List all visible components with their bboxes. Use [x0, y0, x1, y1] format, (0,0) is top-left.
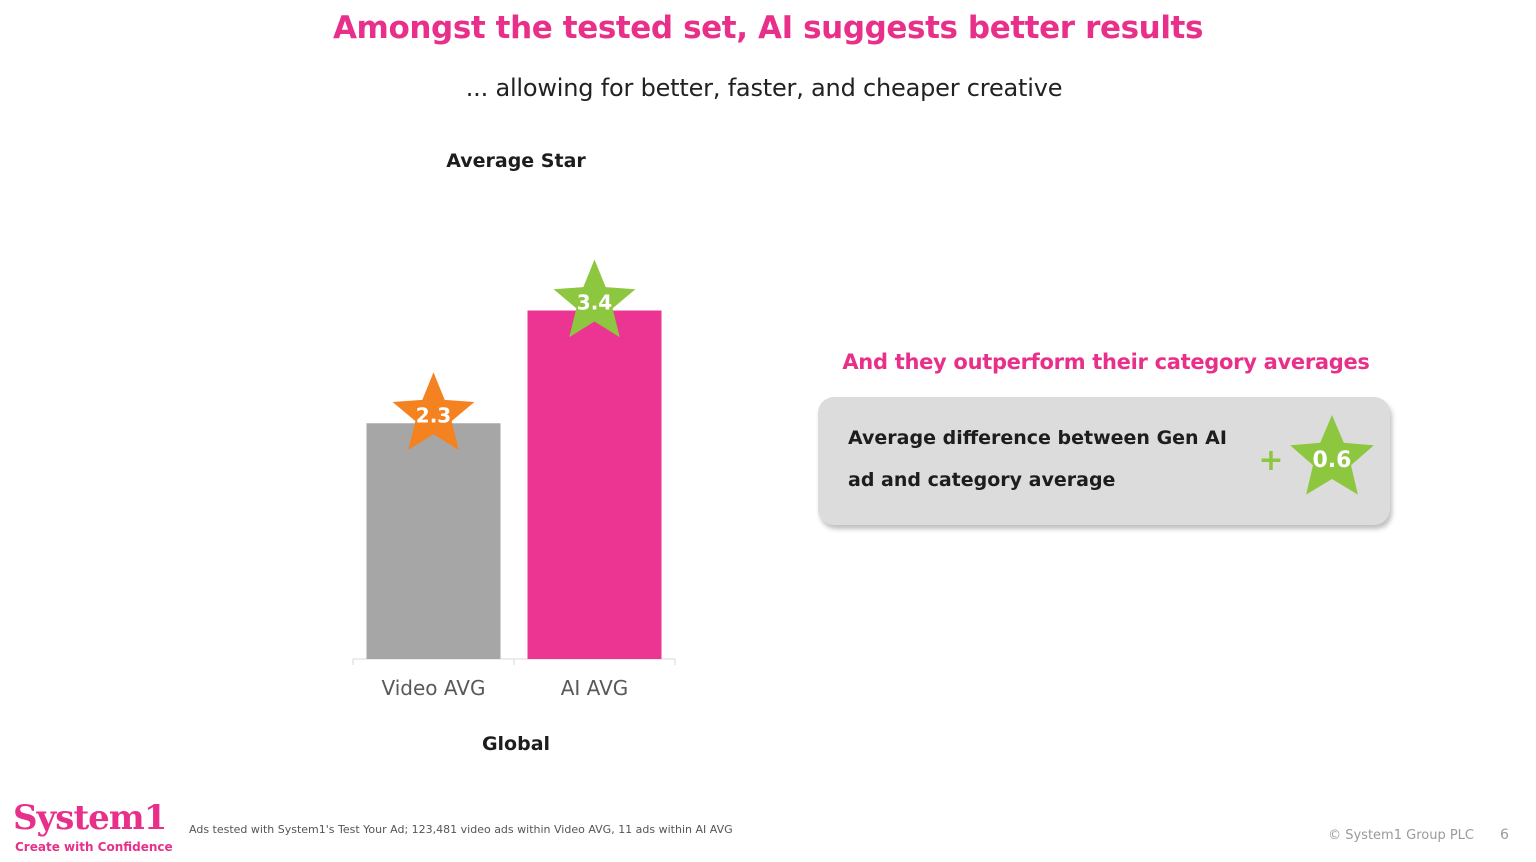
plus-sign: + [1258, 443, 1284, 478]
page-number: 6 [1500, 827, 1509, 843]
copyright-notice: © System1 Group PLC [1328, 828, 1474, 843]
bar-chart: 2.3 Video AVG 3.4 AI AVG [352, 259, 676, 700]
category-label: Video AVG [382, 676, 486, 700]
difference-card: Average difference between Gen AI ad and… [818, 397, 1390, 525]
value-star-icon [553, 259, 636, 338]
source-footnote: Ads tested with System1's Test Your Ad; … [189, 823, 733, 836]
chart-title: Average Star [446, 150, 586, 172]
data-label: 2.3 [416, 403, 451, 427]
data-label: 3.4 [577, 291, 612, 315]
difference-star-icon: 0.6 [1290, 415, 1374, 495]
value-star-icon [392, 372, 475, 450]
bar [527, 310, 662, 659]
difference-value: 0.6 [1313, 448, 1352, 473]
chart-x-axis-label: Global [481, 733, 551, 755]
difference-description: Average difference between Gen AI ad and… [848, 427, 1227, 491]
category-label: AI AVG [561, 676, 629, 700]
bar [366, 423, 501, 659]
difference-star-shape [1290, 415, 1374, 495]
logo-tagline: Create with Confidence [15, 840, 173, 854]
system1-logo: System1 [13, 798, 167, 838]
comparison-heading: And they outperform their category avera… [842, 350, 1370, 374]
slide-subtitle: ... allowing for better, faster, and che… [465, 74, 1063, 102]
slide-title: Amongst the tested set, AI suggests bett… [332, 10, 1204, 46]
